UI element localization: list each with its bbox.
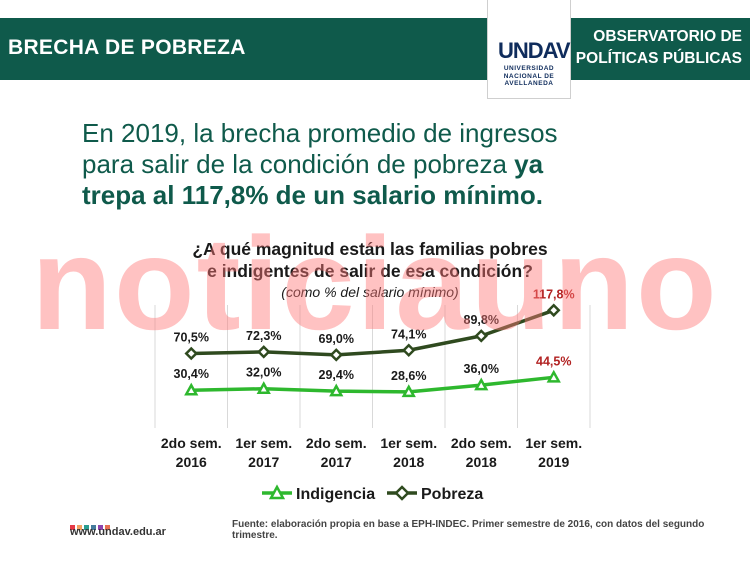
header-title: BRECHA DE POBREZA bbox=[8, 36, 246, 59]
x-tick-label: 2018 bbox=[466, 454, 497, 470]
data-label-pobreza: 117,8% bbox=[533, 287, 575, 301]
legend-marker-pobreza bbox=[394, 485, 410, 501]
x-tick-label: 2017 bbox=[321, 454, 352, 470]
header-observatory-line2: POLÍTICAS PÚBLICAS bbox=[575, 50, 742, 67]
data-label-pobreza: 74,1% bbox=[391, 327, 426, 341]
x-tick-label: 2018 bbox=[393, 454, 424, 470]
data-label-indigencia: 32,0% bbox=[246, 366, 281, 380]
headline-part3: ya bbox=[514, 149, 544, 179]
data-point-pobreza bbox=[329, 348, 344, 362]
footer-dot bbox=[77, 525, 82, 530]
data-label-indigencia: 44,5% bbox=[536, 354, 571, 368]
logo-mark: UNDAV bbox=[498, 38, 571, 63]
x-tick-label: 1er sem. bbox=[380, 435, 437, 451]
x-tick-label: 2019 bbox=[538, 454, 569, 470]
data-point-indigencia bbox=[546, 369, 561, 383]
footer-dot bbox=[84, 525, 89, 530]
undav-logo: UNDAV UNIVERSIDAD NACIONAL DE AVELLANEDA bbox=[487, 0, 571, 99]
headline: En 2019, la brecha promedio de ingresos … bbox=[82, 118, 682, 211]
data-label-indigencia: 28,6% bbox=[391, 369, 426, 383]
x-tick-label: 2016 bbox=[176, 454, 207, 470]
data-label-indigencia: 29,4% bbox=[319, 368, 354, 382]
data-label-pobreza: 70,5% bbox=[174, 331, 209, 345]
legend-label-indigencia: Indigencia bbox=[296, 486, 375, 503]
chart-title: ¿A qué magnitud están las familias pobre… bbox=[170, 238, 570, 282]
x-tick-label: 2do sem. bbox=[161, 435, 222, 451]
data-point-pobreza bbox=[474, 329, 489, 343]
data-label-indigencia: 36,0% bbox=[464, 362, 499, 376]
data-point-pobreza bbox=[184, 346, 199, 361]
data-label-pobreza: 89,8% bbox=[464, 313, 499, 327]
watermark: noticiauno bbox=[31, 210, 719, 357]
headline-part1: En 2019, la brecha promedio de ingresos bbox=[82, 118, 558, 148]
logo-line1: UNIVERSIDAD bbox=[503, 65, 555, 72]
header-observatory-line1: OBSERVATORIO DE bbox=[593, 28, 742, 45]
footer-dot bbox=[105, 525, 110, 530]
footer-dots bbox=[70, 517, 112, 530]
logo-line3: AVELLANEDA bbox=[504, 80, 554, 87]
series-line-pobreza bbox=[191, 308, 555, 357]
data-point-pobreza bbox=[546, 303, 561, 318]
x-tick-label: 2do sem. bbox=[451, 435, 512, 451]
footer-dot bbox=[70, 525, 75, 530]
data-label-indigencia: 30,4% bbox=[174, 367, 209, 381]
data-point-indigencia bbox=[401, 384, 416, 398]
footer-url[interactable]: www.undav.edu.ar bbox=[70, 526, 166, 538]
headline-part2: para salir de la condición de pobreza bbox=[82, 149, 507, 179]
header-observatory: OBSERVATORIO DE POLÍTICAS PÚBLICAS bbox=[562, 26, 742, 70]
footer-dot bbox=[91, 525, 96, 530]
data-point-indigencia bbox=[256, 381, 271, 394]
legend-marker-indigencia bbox=[268, 484, 286, 500]
x-tick-label: 1er sem. bbox=[235, 435, 292, 451]
header-bar: BRECHA DE POBREZA OBSERVATORIO DE POLÍTI… bbox=[0, 18, 750, 80]
chart-subtitle: (como % del salario mínimo) bbox=[281, 284, 459, 300]
x-tick-label: 2do sem. bbox=[306, 435, 367, 451]
series-line-indigencia bbox=[191, 375, 554, 394]
data-label-pobreza: 69,0% bbox=[319, 332, 354, 346]
x-tick-label: 1er sem. bbox=[525, 435, 582, 451]
chart-title-line2: e indigentes de salir de esa condición? bbox=[207, 261, 533, 281]
data-point-indigencia bbox=[184, 382, 199, 396]
logo-line2: NACIONAL DE bbox=[503, 72, 555, 80]
data-point-indigencia bbox=[329, 383, 344, 397]
data-label-pobreza: 72,3% bbox=[246, 329, 281, 343]
footer-source: Fuente: elaboración propia en base a EPH… bbox=[232, 519, 705, 541]
data-point-pobreza bbox=[401, 343, 416, 358]
x-tick-label: 2017 bbox=[248, 454, 279, 470]
headline-part4: trepa al 117,8% de un salario mínimo. bbox=[82, 180, 543, 210]
legend-label-pobreza: Pobreza bbox=[421, 486, 483, 503]
logo-subtitle: UNIVERSIDAD NACIONAL DE AVELLANEDA bbox=[492, 65, 566, 88]
chart-title-line1: ¿A qué magnitud están las familias pobre… bbox=[192, 239, 548, 259]
footer-dot bbox=[98, 525, 103, 530]
data-point-pobreza bbox=[256, 345, 271, 359]
data-point-indigencia bbox=[474, 377, 489, 391]
